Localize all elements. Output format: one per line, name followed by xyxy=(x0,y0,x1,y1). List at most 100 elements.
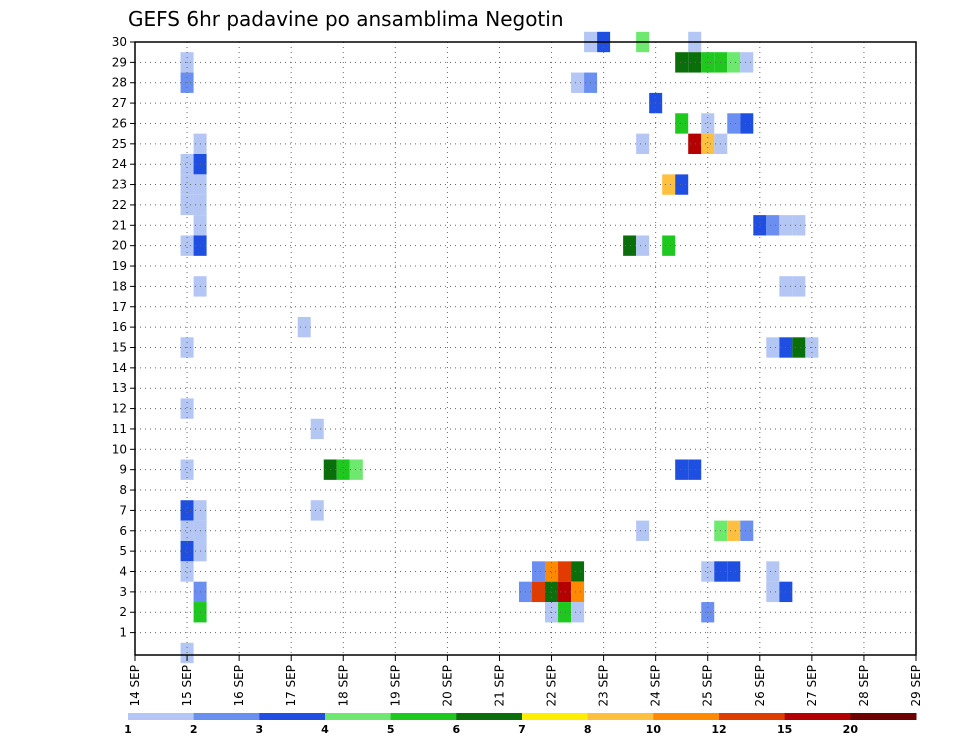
heatmap-cell xyxy=(675,174,689,195)
heatmap-cell xyxy=(180,174,194,195)
x-tick-label: 15 SEP xyxy=(180,665,194,707)
y-tick-label: 9 xyxy=(119,463,127,477)
y-tick-label: 25 xyxy=(112,137,127,151)
heatmap-cell xyxy=(675,459,689,480)
heatmap-cell xyxy=(532,581,546,603)
heatmap-cells xyxy=(180,31,819,664)
x-tick-label: 23 SEP xyxy=(597,665,611,707)
x-tick-label: 21 SEP xyxy=(492,665,506,707)
x-tick-label: 18 SEP xyxy=(336,665,350,707)
x-tick-label: 14 SEP xyxy=(128,665,142,707)
x-tick-label: 19 SEP xyxy=(388,665,402,707)
chart-title: GEFS 6hr padavine po ansamblima Negotin xyxy=(128,7,564,31)
heatmap-cell xyxy=(310,500,324,521)
x-tick-label: 28 SEP xyxy=(857,665,871,707)
colorbar-swatch xyxy=(259,713,326,720)
heatmap-cell xyxy=(662,235,676,256)
colorbar-swatch xyxy=(193,713,260,720)
heatmap-cell xyxy=(180,154,194,175)
y-tick-label: 15 xyxy=(112,340,127,354)
heatmap-cell xyxy=(558,602,572,623)
colorbar-swatch xyxy=(325,713,392,720)
y-tick-label: 2 xyxy=(119,605,127,619)
colorbar-swatch xyxy=(587,713,654,720)
colorbar-swatch xyxy=(784,713,851,720)
colorbar-label: 6 xyxy=(453,723,461,736)
heatmap-cell xyxy=(740,520,754,541)
x-tick-label: 22 SEP xyxy=(545,665,559,707)
y-tick-label: 4 xyxy=(119,565,127,579)
colorbar-label: 3 xyxy=(256,723,264,736)
y-tick-label: 27 xyxy=(112,96,127,110)
heatmap-cell xyxy=(675,52,689,73)
colorbar-swatch xyxy=(719,713,786,720)
y-tick-label: 30 xyxy=(112,35,127,49)
heatmap-cell xyxy=(571,581,585,603)
heatmap-cell xyxy=(766,561,780,582)
x-axis: 14 SEP 15 SEP 16 SEP 17 SEP 18 SEP 19 SEP 20 S… xyxy=(128,655,923,707)
heatmap-cell xyxy=(766,215,780,236)
x-tick-label: 26 SEP xyxy=(753,665,767,707)
x-tick-label: 29 SEP xyxy=(909,665,923,707)
y-tick-label: 23 xyxy=(112,178,127,192)
heatmap-cell xyxy=(180,540,194,562)
y-tick-label: 8 xyxy=(119,483,127,497)
y-tick-label: 6 xyxy=(119,524,127,538)
heatmap-cell xyxy=(180,459,194,480)
colorbar-label: 2 xyxy=(190,723,198,736)
heatmap-cell xyxy=(701,133,715,155)
heatmap-cell xyxy=(532,561,546,582)
y-tick-label: 14 xyxy=(112,361,127,375)
heatmap-cell xyxy=(180,398,194,419)
heatmap-cell xyxy=(662,174,676,195)
heatmap-cell xyxy=(675,113,689,134)
colorbar-swatch xyxy=(456,713,523,720)
heatmap-cell xyxy=(545,561,559,582)
colorbar-swatch xyxy=(390,713,457,720)
heatmap-cell xyxy=(753,215,767,236)
heatmap-cell xyxy=(180,235,194,256)
heatmap-cell xyxy=(688,459,702,480)
y-tick-label: 24 xyxy=(112,157,127,171)
heatmap-cell xyxy=(727,520,741,541)
y-tick-label: 10 xyxy=(112,442,127,456)
heatmap-cell xyxy=(180,194,194,216)
y-tick-label: 13 xyxy=(112,381,127,395)
heatmap-cell xyxy=(688,52,702,73)
y-axis: 1234567891011121314151617181920212223242… xyxy=(112,35,135,640)
x-tick-label: 17 SEP xyxy=(284,665,298,707)
y-tick-label: 18 xyxy=(112,279,127,293)
heatmap-cell xyxy=(792,215,806,236)
heatmap-cell xyxy=(349,459,363,480)
colorbar-swatch xyxy=(850,713,917,720)
heatmap-cell xyxy=(571,602,585,623)
heatmap-cell xyxy=(740,113,754,134)
heatmap-cell xyxy=(792,276,806,297)
y-tick-label: 11 xyxy=(112,422,127,436)
colorbar-label: 15 xyxy=(777,723,792,736)
y-tick-label: 22 xyxy=(112,198,127,212)
colorbar-label: 8 xyxy=(584,723,592,736)
x-tick-label: 24 SEP xyxy=(649,665,663,707)
heatmap-cell xyxy=(766,337,780,358)
heatmap-cell xyxy=(740,52,754,73)
plot-frame xyxy=(134,41,917,656)
colorbar-label: 12 xyxy=(711,723,726,736)
heatmap-cell xyxy=(792,337,806,358)
y-tick-label: 16 xyxy=(112,320,127,334)
heatmap-cell xyxy=(180,561,194,582)
heatmap-cell xyxy=(558,561,572,582)
heatmap-cell xyxy=(558,581,572,603)
heatmap-cell xyxy=(180,520,194,541)
colorbar-label: 7 xyxy=(518,723,526,736)
x-tick-label: 16 SEP xyxy=(232,665,246,707)
colorbar-label: 10 xyxy=(646,723,662,736)
plot-border xyxy=(134,41,917,656)
heatmap-cell xyxy=(336,459,350,480)
heatmap-cell xyxy=(727,113,741,134)
colorbar-swatch xyxy=(522,713,589,720)
colorbar-swatch xyxy=(653,713,720,720)
x-tick-label: 27 SEP xyxy=(805,665,819,707)
y-tick-label: 28 xyxy=(112,76,127,90)
